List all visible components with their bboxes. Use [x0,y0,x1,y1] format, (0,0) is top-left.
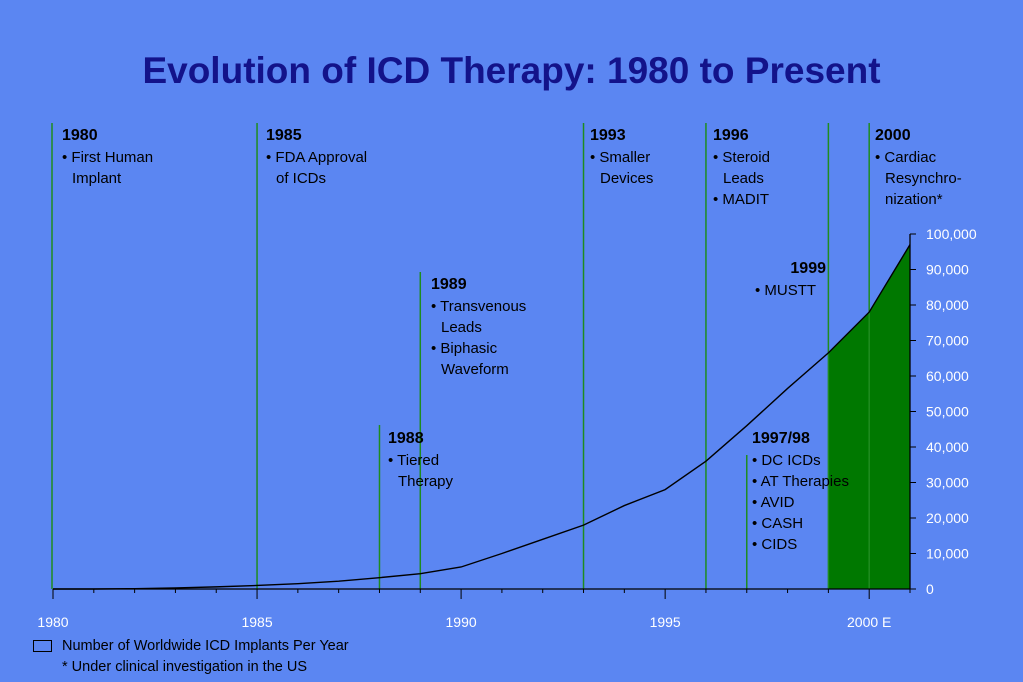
y-tick-label: 100,000 [926,226,977,242]
chart-title: Evolution of ICD Therapy: 1980 to Presen… [142,50,881,91]
x-tick-label: 1995 [650,614,681,630]
milestone-year: 1988 [388,430,424,447]
x-tick-label: 2000 E [847,614,891,630]
milestone-text: Resynchro- [885,170,962,187]
y-tick-label: 50,000 [926,404,969,420]
milestone-text: Devices [600,170,653,187]
milestone-text: Therapy [398,473,454,490]
y-tick-label: 70,000 [926,333,969,349]
y-tick-label: 0 [926,581,934,597]
milestone-text: Waveform [441,361,509,378]
y-tick-label: 90,000 [926,262,969,278]
milestone-text: • AVID [752,494,795,511]
milestone-year: 1996 [713,127,749,144]
milestone-text: • DC ICDs [752,452,821,469]
y-tick-label: 60,000 [926,368,969,384]
milestone-year: 2000 [875,127,911,144]
milestone-text: • First Human [62,149,153,166]
milestone-text: Leads [723,170,764,187]
milestone-text: • Smaller [590,149,650,166]
milestone-year: 1985 [266,127,302,144]
milestone-text: Implant [72,170,122,187]
milestone-year: 1989 [431,276,467,293]
milestone-year: 1980 [62,127,98,144]
y-tick-label: 10,000 [926,546,969,562]
milestone-text: • Tiered [388,452,439,469]
milestone-text: • MUSTT [755,282,816,299]
legend-label: Number of Worldwide ICD Implants Per Yea… [62,638,349,654]
y-tick-label: 20,000 [926,510,969,526]
milestone-text: Leads [441,319,482,336]
y-tick-label: 40,000 [926,439,969,455]
milestone-year: 1993 [590,127,626,144]
milestone-text: • Cardiac [875,149,937,166]
legend-swatch [33,640,52,652]
milestone-text: • CASH [752,515,803,532]
milestone-year: 1997/98 [752,430,810,447]
y-tick-label: 80,000 [926,297,969,313]
milestone-text: nization* [885,191,943,208]
milestone-text: • FDA Approval [266,149,367,166]
milestone-text: of ICDs [276,170,326,187]
x-tick-label: 1990 [446,614,477,630]
milestone-text: • AT Therapies [752,473,849,490]
x-tick-label: 1985 [241,614,272,630]
milestone-text: • Biphasic [431,340,498,357]
x-tick-label: 1980 [37,614,68,630]
milestone-text: • CIDS [752,536,797,553]
y-tick-label: 30,000 [926,475,969,491]
milestone-text: • Transvenous [431,298,526,315]
milestone-text: • MADIT [713,191,769,208]
footnote: * Under clinical investigation in the US [62,659,308,675]
milestone-year: 1999 [790,260,826,277]
data-line-implants [53,244,911,590]
milestone-text: • Steroid [713,149,770,166]
